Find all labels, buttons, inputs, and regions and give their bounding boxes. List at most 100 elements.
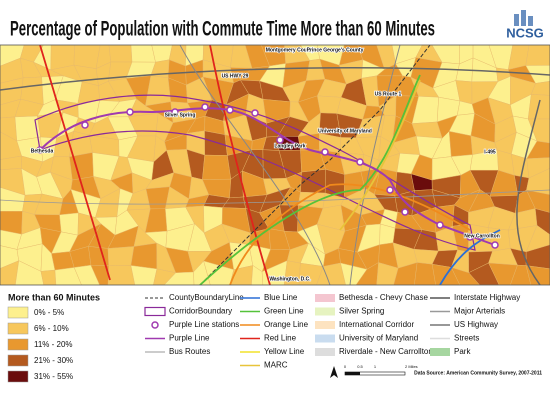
station — [401, 208, 409, 216]
tract — [90, 264, 109, 285]
legend-label: University of Maryland — [339, 334, 418, 343]
legend-label: 21% - 30% — [34, 356, 73, 365]
tract — [525, 265, 550, 285]
map-label: Langley Park — [274, 143, 305, 149]
legend-label: Yellow Line — [264, 347, 305, 356]
legend-label: CorridorBoundary — [169, 307, 232, 316]
scale-label: 0 — [344, 364, 347, 369]
tract — [283, 260, 301, 285]
tract — [163, 271, 195, 285]
legend-swatch — [7, 370, 29, 383]
tract — [340, 262, 368, 285]
station — [356, 158, 364, 166]
tract — [204, 130, 228, 156]
source: Data Source: American Community Survey, … — [414, 370, 542, 376]
tract — [298, 262, 324, 285]
tract — [108, 45, 133, 63]
tract — [73, 45, 101, 69]
legend-label: 31% - 55% — [34, 372, 73, 381]
station — [251, 109, 259, 117]
map-label: Prince George's County — [307, 47, 364, 53]
tract — [376, 262, 399, 285]
tract — [130, 265, 158, 285]
scale-label: 2 Miles — [405, 364, 418, 369]
tract — [40, 269, 57, 285]
station — [466, 233, 474, 241]
road — [0, 67, 550, 91]
road — [349, 45, 401, 285]
map-label: New Carrollton — [464, 233, 500, 239]
tract — [527, 94, 550, 120]
tract — [526, 189, 550, 213]
scale-bar-fill — [345, 372, 360, 375]
legend-label: Orange Line — [264, 320, 309, 329]
station — [171, 108, 179, 116]
station — [226, 106, 234, 114]
legend-label: Park — [454, 347, 471, 356]
tract — [107, 246, 135, 266]
map-frame — [0, 44, 550, 286]
legend-label: CountyBoundaryLine — [169, 293, 244, 302]
road — [179, 45, 331, 285]
legend-swatch — [7, 354, 29, 367]
legend-label: Bus Routes — [169, 347, 210, 356]
purple-line — [39, 107, 496, 246]
map-label: Silver Spring — [165, 112, 196, 118]
legend-label: Interstate Highway — [454, 293, 520, 302]
logo-text: NCSG — [506, 25, 544, 40]
legend-label: Bethesda - Chevy Chase — [339, 293, 428, 302]
tract — [130, 45, 156, 63]
station — [36, 146, 44, 154]
tract — [414, 262, 436, 285]
logo-bar — [528, 16, 533, 26]
tract — [530, 81, 550, 96]
logo-bar — [521, 10, 526, 26]
tract — [73, 264, 100, 285]
station — [126, 108, 134, 116]
north-arrow — [330, 366, 338, 378]
tract — [202, 154, 232, 180]
station — [436, 221, 444, 229]
legend-symbol — [315, 334, 335, 343]
tract — [251, 265, 264, 285]
map-label: Washington, D.C. — [269, 276, 311, 282]
legend-label: MARC — [264, 361, 288, 370]
legend-label: 0% - 5% — [34, 308, 64, 317]
legend-label: Streets — [454, 334, 479, 343]
tract — [488, 262, 518, 285]
tract — [526, 168, 550, 195]
map-label: Montgomery County — [266, 47, 315, 53]
station — [276, 136, 284, 144]
road — [0, 189, 550, 205]
tract — [526, 140, 550, 159]
tract — [525, 45, 550, 66]
legend-label: Silver Spring — [339, 307, 384, 316]
legend-symbol — [315, 348, 335, 356]
transit-line — [229, 183, 471, 285]
legend-symbol — [315, 321, 335, 329]
tract — [15, 260, 44, 285]
tract — [54, 267, 82, 285]
legend: More than 60 Minutes 0% - 5% 6% - 10% 11% -… — [7, 292, 542, 383]
tract — [393, 262, 418, 285]
legend-symbol — [315, 294, 335, 302]
tract — [450, 267, 480, 285]
tract — [468, 262, 500, 285]
station — [491, 241, 499, 249]
logo: NCSG — [506, 10, 544, 40]
legend-label: Purple Line stations — [169, 320, 239, 329]
transit-line — [39, 45, 111, 281]
legend-swatch — [7, 338, 29, 351]
tract — [525, 225, 550, 253]
legend-label: Red Line — [264, 334, 297, 343]
tract — [535, 208, 550, 235]
legend-swatch — [7, 306, 29, 319]
transit-line — [439, 229, 501, 285]
legend-label: 6% - 10% — [34, 324, 69, 333]
logo-bar — [514, 14, 519, 26]
transit-line — [209, 45, 271, 285]
title: Percentage of Population with Commute Ti… — [10, 18, 435, 41]
station — [321, 148, 329, 156]
legend-symbol — [144, 306, 166, 317]
